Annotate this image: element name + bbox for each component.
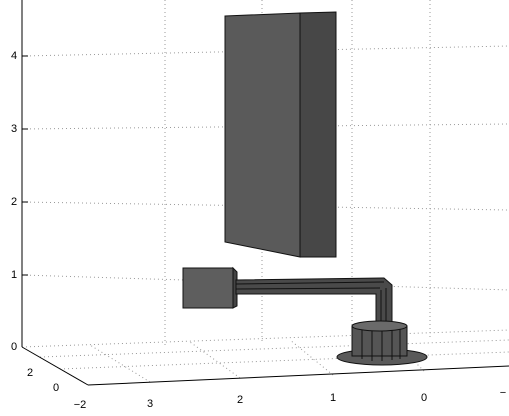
y-tick-label: − [500,387,506,399]
y-tick-label: 0 [421,392,427,404]
x-tick-label: −2 [74,399,87,411]
panel [225,12,336,257]
z-tick-label: 4 [11,50,17,62]
arm [236,278,392,326]
base [337,321,427,365]
z-tick-label: 2 [11,196,17,208]
z-tick-label: 0 [11,341,17,353]
x-tick-label: 0 [53,382,59,394]
figure: 0 1 2 3 4 2 0 −2 3 2 1 0 − [0,0,509,416]
z-tick-label: 1 [11,269,17,281]
y-tick-label: 2 [237,394,243,406]
z-tick-label: 3 [11,123,17,135]
x-tick-label: 2 [27,367,33,379]
gripper [183,268,237,308]
y-tick-label: 3 [147,398,153,410]
y-tick-label: 1 [330,392,336,404]
